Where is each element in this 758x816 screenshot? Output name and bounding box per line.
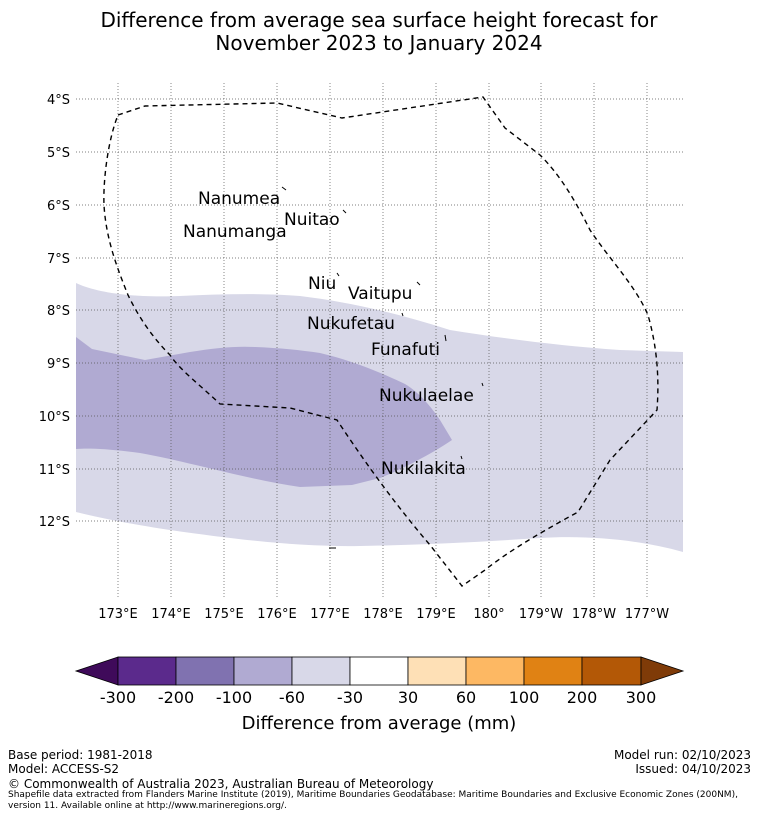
lon-label: 178°E — [363, 607, 403, 622]
colorbar-swatch — [291, 656, 351, 686]
colorbar-swatch — [581, 656, 642, 686]
colorbar-tick: -30 — [337, 688, 363, 707]
island-shapes — [281, 186, 484, 549]
lat-label: 9°S — [47, 357, 70, 372]
lon-label: 175°E — [204, 607, 244, 622]
island-label-nanumea: Nanumea — [198, 189, 280, 209]
colorbar-tick: -300 — [100, 688, 136, 707]
footer-model-run: Model run: 02/10/2023 — [613, 748, 751, 762]
lon-label: 178°W — [572, 607, 616, 622]
colorbar-swatch — [233, 656, 293, 686]
island-label-nanumanga: Nanumanga — [183, 222, 287, 242]
colorbar-swatch — [407, 656, 467, 686]
footer-base-period: Base period: 1981-2018 — [8, 748, 153, 762]
island-niu-shape — [336, 272, 340, 277]
footer-model: Model: ACCESS-S2 — [8, 762, 120, 776]
lon-label: 173°E — [98, 607, 138, 622]
lat-label: 6°S — [47, 199, 70, 214]
colorbar-swatch — [523, 656, 583, 686]
colorbar-tick: 100 — [509, 688, 540, 707]
colorbar-extend-right — [640, 656, 685, 686]
island-nukufetau-shape — [401, 312, 404, 317]
island-label-nuitao: Nuitao — [284, 210, 340, 230]
lon-label: 174°E — [151, 607, 191, 622]
eez-boundary — [103, 96, 659, 587]
footer-issued: Issued: 04/10/2023 — [635, 762, 751, 776]
colorbar-tick: -200 — [158, 688, 194, 707]
colorbar-tick: -60 — [279, 688, 305, 707]
island-label-vaitupu: Vaitupu — [348, 284, 412, 304]
island-label-nukilakita: Nukilakita — [381, 459, 466, 479]
lat-label: 5°S — [47, 146, 70, 161]
footer-copyright: © Commonwealth of Australia 2023, Austra… — [8, 777, 434, 791]
island-funafuti-shape — [444, 334, 447, 342]
lat-label: 4°S — [47, 93, 70, 108]
island-nanumea-shape — [281, 186, 287, 191]
colorbar-swatch — [117, 656, 177, 686]
lat-label: 8°S — [47, 304, 70, 319]
colorbar — [74, 656, 685, 686]
chart-title-line-1: Difference from average sea surface heig… — [100, 8, 658, 32]
footer-shapefile-line-1: Shapefile data extracted from Flanders M… — [8, 790, 738, 800]
lon-label: 177°E — [310, 607, 350, 622]
lat-label: 10°S — [39, 410, 70, 425]
island-vaitupu-shape — [416, 281, 421, 286]
lon-label: 180° — [473, 607, 504, 622]
lon-label: 179°E — [416, 607, 456, 622]
colorbar-tick: -100 — [216, 688, 252, 707]
island-label-nukufetau: Nukufetau — [307, 314, 395, 334]
lon-label: 177°W — [625, 607, 669, 622]
lat-label: 11°S — [39, 463, 70, 478]
island-label-nukulaelae: Nukulaelae — [379, 386, 474, 406]
island-nukulaelae-shape — [481, 382, 484, 387]
lon-label: 176°E — [257, 607, 297, 622]
colorbar-tick: 60 — [456, 688, 476, 707]
colorbar-swatch — [465, 656, 525, 686]
colorbar-tick: 300 — [626, 688, 657, 707]
colorbar-extend-left — [74, 656, 119, 686]
colorbar-swatch — [175, 656, 235, 686]
island-label-funafuti: Funafuti — [371, 340, 440, 360]
footer-shapefile-line-2: version 11. Available online at http://w… — [8, 801, 287, 811]
colorbar-title: Difference from average (mm) — [242, 713, 517, 734]
colorbar-swatch — [349, 656, 409, 686]
colorbar-tick: 200 — [567, 688, 598, 707]
island-nukilakita-shape — [460, 455, 463, 460]
lat-label: 7°S — [47, 252, 70, 267]
island-nuitao-shape — [342, 209, 347, 214]
lon-label: 179°W — [519, 607, 563, 622]
colorbar-tick: 30 — [398, 688, 418, 707]
chart-title-line-2: November 2023 to January 2024 — [215, 31, 543, 55]
map-gridlines — [76, 83, 683, 597]
island-label-niu: Niu — [308, 274, 336, 294]
lat-label: 12°S — [39, 515, 70, 530]
sea-height-band-medium — [76, 337, 452, 487]
